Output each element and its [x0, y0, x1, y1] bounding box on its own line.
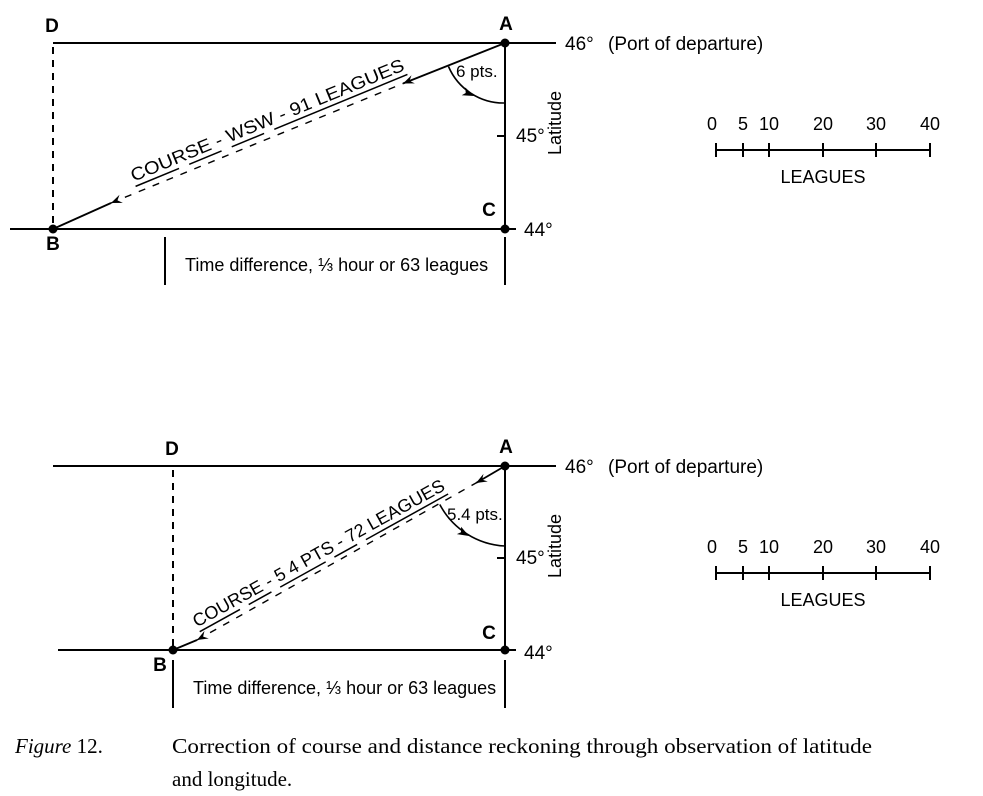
svg-text:30: 30: [866, 114, 886, 134]
svg-text:10: 10: [759, 114, 779, 134]
svg-text:D: D: [45, 16, 59, 37]
svg-text:0: 0: [707, 114, 717, 134]
svg-text:44°: 44°: [524, 643, 553, 664]
svg-text:A: A: [499, 14, 513, 35]
svg-text:A: A: [499, 437, 513, 458]
svg-text:0: 0: [707, 537, 717, 557]
svg-text:(Port of departure): (Port of departure): [608, 34, 763, 55]
svg-text:B: B: [46, 234, 60, 255]
svg-text:46°: 46°: [565, 34, 594, 55]
svg-text:5: 5: [738, 114, 748, 134]
svg-text:44°: 44°: [524, 220, 553, 241]
svg-text:Latitude: Latitude: [545, 514, 565, 578]
svg-text:10: 10: [759, 537, 779, 557]
svg-text:30: 30: [866, 537, 886, 557]
svg-text:Time difference, ⅓ hour or 63: Time difference, ⅓ hour or 63 leagues: [185, 255, 488, 275]
svg-text:5.4 pts.: 5.4 pts.: [447, 505, 503, 524]
svg-text:6 pts.: 6 pts.: [456, 62, 498, 81]
svg-text:B: B: [153, 655, 167, 676]
svg-text:46°: 46°: [565, 457, 594, 478]
svg-text:45°: 45°: [516, 548, 545, 569]
svg-text:20: 20: [813, 537, 833, 557]
svg-text:and longitude.: and longitude.: [172, 767, 292, 791]
svg-text:C: C: [482, 200, 496, 221]
svg-text:Correction of course and dista: Correction of course and distance reckon…: [172, 734, 872, 758]
svg-text:LEAGUES: LEAGUES: [780, 167, 865, 187]
svg-text:Time difference, ⅓ hour or 63: Time difference, ⅓ hour or 63 leagues: [193, 678, 496, 698]
svg-text:40: 40: [920, 114, 940, 134]
svg-text:Latitude: Latitude: [545, 91, 565, 155]
svg-text:(Port of departure): (Port of departure): [608, 457, 763, 478]
svg-text:45°: 45°: [516, 126, 545, 147]
svg-text:Figure 12.: Figure 12.: [14, 734, 103, 758]
svg-text:C: C: [482, 623, 496, 644]
svg-text:40: 40: [920, 537, 940, 557]
svg-text:COURSE - 5 4 PTS - 72 LEAGUES: COURSE - 5 4 PTS - 72 LEAGUES: [189, 475, 448, 631]
svg-text:5: 5: [738, 537, 748, 557]
svg-text:LEAGUES: LEAGUES: [780, 590, 865, 610]
svg-text:COURSE - WSW - 91 LEAGUES: COURSE - WSW - 91 LEAGUES: [128, 55, 407, 185]
svg-text:D: D: [165, 439, 179, 460]
svg-text:20: 20: [813, 114, 833, 134]
